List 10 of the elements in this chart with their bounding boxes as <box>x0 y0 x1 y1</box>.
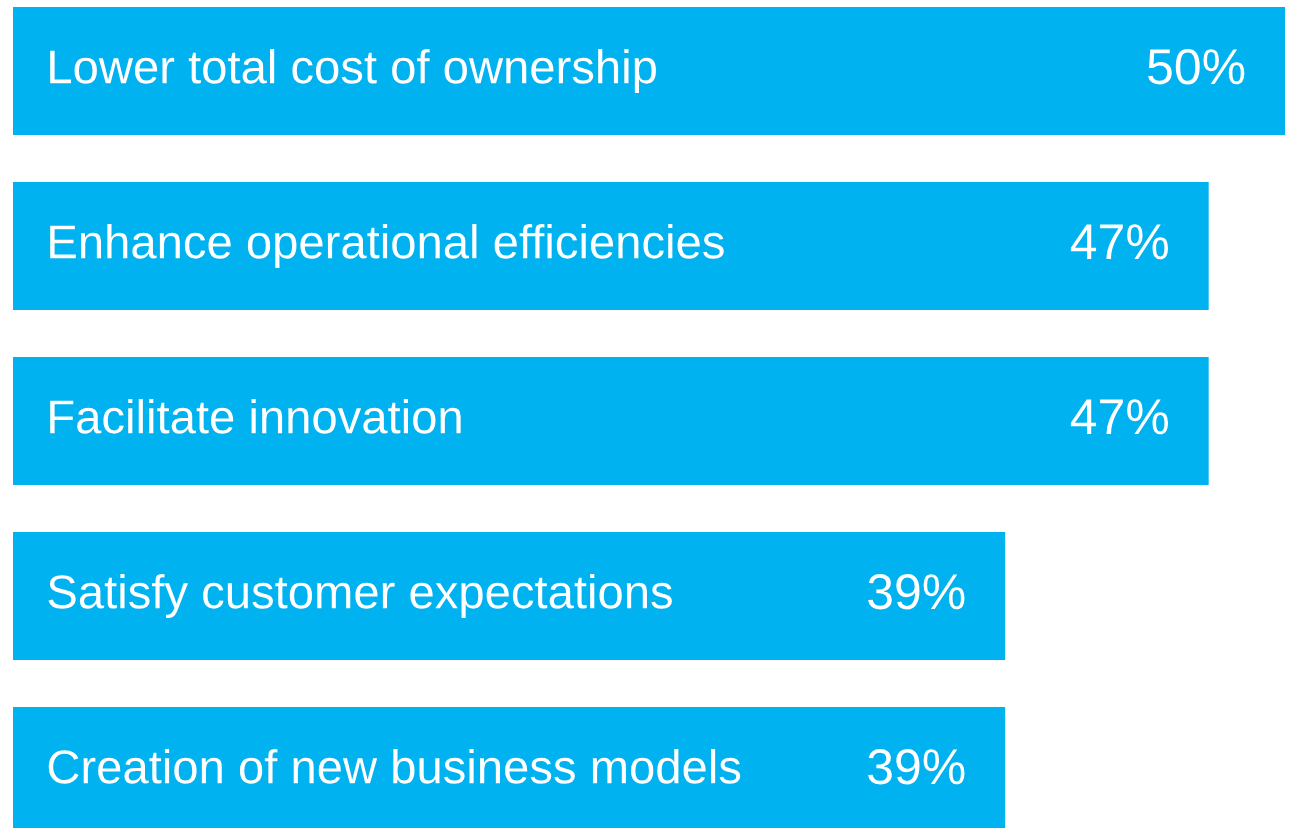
data-label: 47% <box>1070 399 1169 435</box>
y-tick-label: Facilitate innovation <box>50 398 461 434</box>
data-label: 39% <box>868 574 965 610</box>
y-tick-label: Satisfy customer expectations <box>48 573 672 619</box>
y-tick-label: Lower total cost of ownership <box>50 48 656 94</box>
data-label: 39% <box>868 749 965 785</box>
y-tick-label: Enhance operational efficiencies <box>50 223 724 269</box>
y-tick-label: Creation of new business models <box>48 748 741 784</box>
data-label: 50% <box>1148 49 1245 85</box>
data-label: 47% <box>1070 224 1169 260</box>
